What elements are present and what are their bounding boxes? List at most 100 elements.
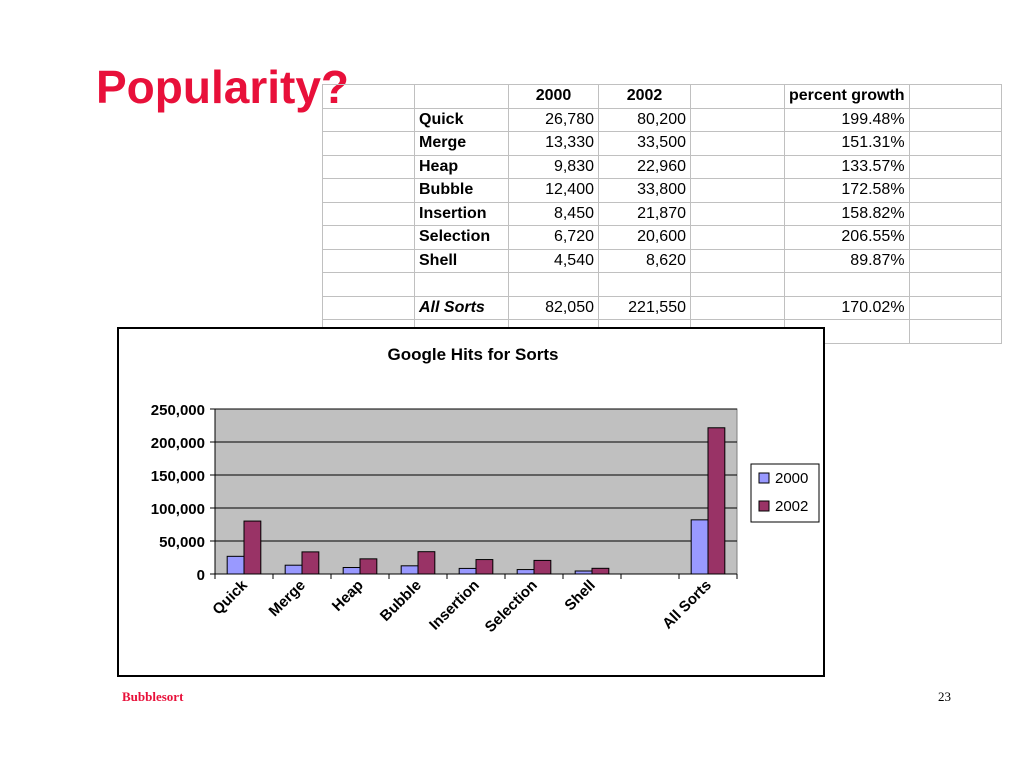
value-2000: 82,050: [508, 295, 599, 320]
percent-growth: 199.48%: [784, 107, 910, 132]
x-tick-label: Shell: [561, 577, 598, 614]
legend-swatch-2000: [758, 472, 770, 484]
table-cell: [322, 201, 415, 226]
table-cell: [322, 295, 415, 320]
table-cell: [690, 295, 785, 320]
percent-growth: 172.58%: [784, 178, 910, 203]
value-2002: 20,600: [598, 225, 691, 250]
x-tick-label: Insertion: [426, 577, 483, 634]
legend: 2000 2002: [750, 463, 820, 523]
table-row: [322, 272, 1002, 297]
table-cell: [908, 201, 1002, 226]
y-tick-label: 150,000: [151, 468, 205, 485]
percent-growth: 170.02%: [784, 295, 910, 320]
row-label: Quick: [414, 107, 509, 132]
row-label: Insertion: [414, 201, 509, 226]
percent-growth: 151.31%: [784, 131, 910, 156]
bar-2002-quick: [243, 520, 262, 575]
y-tick-label: 0: [197, 567, 205, 584]
percent-growth: 89.87%: [784, 248, 910, 273]
table-row: Selection 6,720 20,600 206.55%: [322, 225, 1002, 250]
table-cell: [322, 84, 415, 109]
value-2000: [508, 272, 599, 297]
bar-chart: Google Hits for Sorts 0 50,000 100,000 150,…: [151, 345, 820, 636]
table-cell: [908, 154, 1002, 179]
bar-2002-merge: [301, 551, 320, 575]
table-cell: [908, 84, 1002, 109]
y-tick-label: 200,000: [151, 435, 205, 452]
row-label: Merge: [414, 131, 509, 156]
value-2002: 21,870: [598, 201, 691, 226]
table-cell: [322, 178, 415, 203]
column-header-2000: 2000: [508, 84, 599, 109]
table-cell: [322, 131, 415, 156]
value-2000: 13,330: [508, 131, 599, 156]
row-label: Shell: [414, 248, 509, 273]
table-cell: [690, 225, 785, 250]
footer-source: Bubblesort: [122, 689, 184, 704]
table-cell: [414, 84, 509, 109]
table-cell: [690, 272, 785, 297]
y-tick-label: 250,000: [151, 402, 205, 419]
value-2000: 26,780: [508, 107, 599, 132]
bar-2000-heap: [342, 567, 361, 575]
table-cell: [322, 248, 415, 273]
bar-2002-heap: [359, 558, 378, 575]
chart-container: Google Hits for Sorts 0 50,000 100,000 150,…: [117, 327, 825, 677]
value-2002: 221,550: [598, 295, 691, 320]
table-cell: [908, 295, 1002, 320]
column-header-percent-growth: percent growth: [784, 84, 910, 109]
slide-title: Popularity?: [96, 61, 350, 113]
page-number: 23: [938, 689, 951, 704]
value-2000: 6,720: [508, 225, 599, 250]
table-cell: [690, 107, 785, 132]
table-cell: [690, 178, 785, 203]
value-2002: 8,620: [598, 248, 691, 273]
table-cell: [322, 272, 415, 297]
table-row: Merge 13,330 33,500 151.31%: [322, 131, 1002, 156]
bar-2000-insertion: [458, 567, 477, 575]
bar-2000-bubble: [400, 565, 419, 575]
value-2000: 9,830: [508, 154, 599, 179]
value-2000: 4,540: [508, 248, 599, 273]
table-header-row: 2000 2002 percent growth: [322, 84, 1002, 109]
row-label: Heap: [414, 154, 509, 179]
table-cell: [908, 319, 1002, 344]
table-cell: [690, 84, 785, 109]
value-2000: 8,450: [508, 201, 599, 226]
table-row: Insertion 8,450 21,870 158.82%: [322, 201, 1002, 226]
table-cell: [908, 178, 1002, 203]
bar-2002-all-sorts: [707, 427, 726, 575]
legend-label-2002: 2002: [775, 498, 808, 515]
table-cell: [690, 154, 785, 179]
table-cell: [690, 201, 785, 226]
y-tick-label: 50,000: [159, 534, 205, 551]
x-tick-label: All Sorts: [659, 577, 715, 633]
table-cell: [690, 131, 785, 156]
x-tick-label: Selection: [482, 577, 541, 636]
row-label: [414, 272, 509, 297]
percent-growth: 206.55%: [784, 225, 910, 250]
bar-2000-selection: [516, 569, 535, 575]
x-tick-label: Merge: [266, 577, 309, 620]
bar-2002-bubble: [417, 551, 436, 575]
bar-2000-quick: [226, 555, 245, 575]
row-label: Bubble: [414, 178, 509, 203]
table-cell: [322, 107, 415, 132]
value-2000: 12,400: [508, 178, 599, 203]
plot-area: [214, 408, 738, 575]
table-row: Shell 4,540 8,620 89.87%: [322, 248, 1002, 273]
table-cell: [322, 154, 415, 179]
x-tick-label: Heap: [329, 577, 367, 615]
column-header-2002: 2002: [598, 84, 691, 109]
sort-hits-table: 2000 2002 percent growth Quick 26,780 80…: [322, 84, 1002, 344]
table-row: Heap 9,830 22,960 133.57%: [322, 154, 1002, 179]
chart-title: Google Hits for Sorts: [388, 345, 559, 364]
table-cell: [908, 248, 1002, 273]
table-cell: [908, 225, 1002, 250]
bar-2000-all-sorts: [690, 519, 709, 575]
percent-growth: [784, 272, 910, 297]
x-tick-label: Bubble: [377, 577, 425, 625]
table-row: Bubble 12,400 33,800 172.58%: [322, 178, 1002, 203]
table-cell: [908, 131, 1002, 156]
